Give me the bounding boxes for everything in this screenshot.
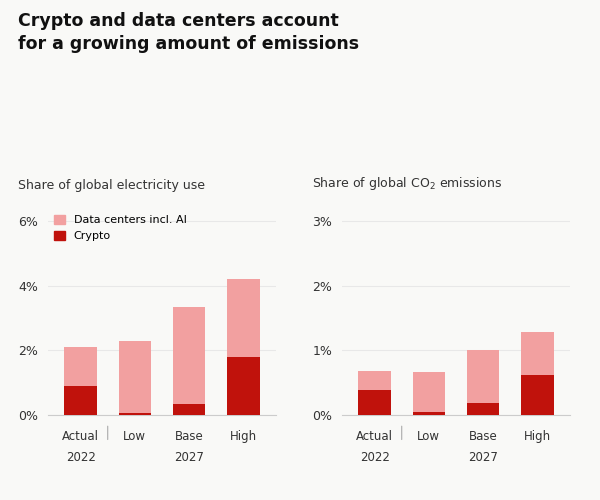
Text: Share of global electricity use: Share of global electricity use [18,180,205,192]
Text: High: High [524,430,551,442]
Text: 2022: 2022 [359,450,389,464]
Bar [227,280,260,415]
Text: Actual: Actual [62,430,99,442]
Text: Crypto and data centers account
for a growing amount of emissions: Crypto and data centers account for a gr… [18,12,359,53]
Text: Base: Base [469,430,497,442]
Bar [173,404,205,415]
Text: Actual: Actual [356,430,393,442]
Text: Share of global CO$_2$ emissions: Share of global CO$_2$ emissions [312,176,502,192]
Bar [521,332,554,415]
Bar [467,404,499,415]
Text: Low: Low [124,430,146,442]
Bar [467,350,499,415]
Bar [358,390,391,415]
Text: 2027: 2027 [174,450,204,464]
Text: 2022: 2022 [65,450,95,464]
Text: Base: Base [175,430,203,442]
Bar [119,340,151,415]
Bar [173,307,205,415]
Legend: Data centers incl. AI, Crypto: Data centers incl. AI, Crypto [53,215,187,241]
Text: Low: Low [418,430,440,442]
Bar [64,386,97,415]
Bar [413,412,445,415]
Bar [521,375,554,415]
Text: 2027: 2027 [468,450,498,464]
Bar [358,371,391,415]
Bar [227,357,260,415]
Bar [413,372,445,415]
Bar [119,414,151,415]
Bar [64,347,97,415]
Text: High: High [230,430,257,442]
